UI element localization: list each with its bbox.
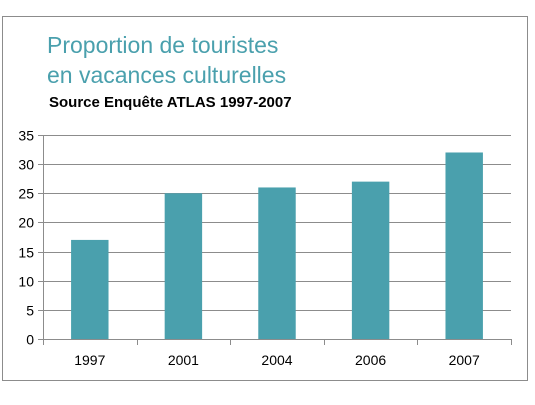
y-tick-label: 25: [18, 186, 34, 202]
chart-subtitle: Source Enquête ATLAS 1997-2007: [49, 94, 292, 111]
y-tick-label: 0: [26, 332, 34, 348]
y-tick-label: 10: [18, 274, 34, 290]
axes: [38, 135, 512, 345]
y-tick-label: 20: [18, 215, 34, 231]
bar-2001: [164, 193, 203, 339]
tick-labels: 0 5 10 15 20 25 30 35 1997 2001 2004 2006 2007: [18, 128, 480, 369]
x-tick-label: 2004: [261, 352, 292, 368]
bar-2006: [351, 181, 390, 339]
x-tick-label: 2001: [168, 352, 199, 368]
bar-2004: [258, 187, 296, 339]
y-tick-label: 30: [18, 157, 34, 173]
bar-1997: [71, 239, 109, 339]
x-tick-label: 2006: [355, 352, 386, 368]
y-tick-label: 35: [18, 128, 34, 144]
bar-2007: [445, 152, 483, 339]
y-tick-label: 15: [18, 245, 34, 261]
chart-title: Proportion de touristes en vacances cult…: [47, 32, 287, 88]
x-tick-label: 1997: [74, 352, 105, 368]
x-tick-label: 2007: [449, 352, 480, 368]
bars: [71, 152, 483, 339]
y-tick-label: 5: [26, 303, 34, 319]
